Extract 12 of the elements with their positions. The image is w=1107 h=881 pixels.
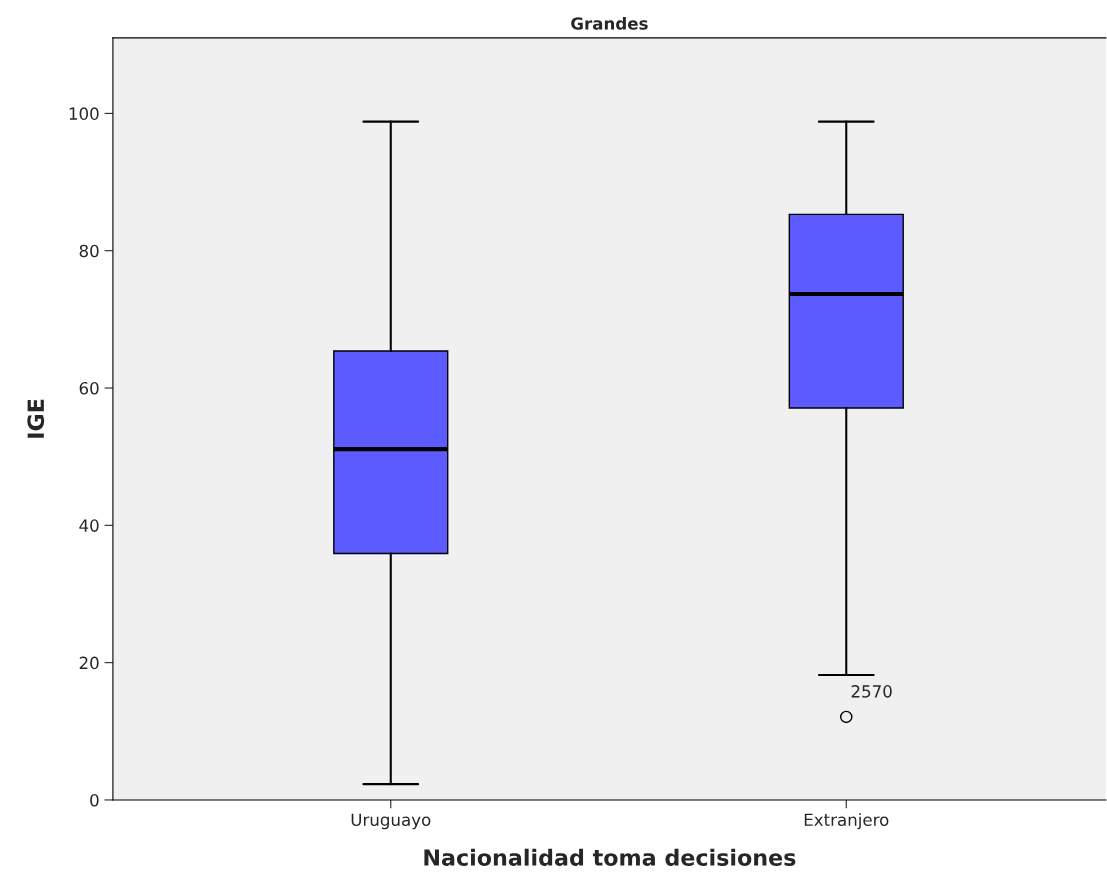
y-tick-label: 0	[90, 793, 99, 807]
x-tick-label: Uruguayo	[351, 813, 431, 830]
x-tick-label: Extranjero	[804, 813, 889, 830]
y-tick-label: 80	[79, 244, 99, 258]
y-tick-label: 40	[79, 519, 99, 532]
chart-title: Grandes	[571, 16, 648, 30]
y-tick-label: 100	[69, 107, 99, 120]
x-axis-title: Nacionalidad toma decisiones	[424, 848, 796, 866]
annotation: 2570	[851, 685, 892, 698]
y-tick-label: 20	[79, 656, 99, 670]
y-tick-label: 60	[79, 381, 99, 395]
y-axis-title: IGE	[27, 399, 45, 438]
